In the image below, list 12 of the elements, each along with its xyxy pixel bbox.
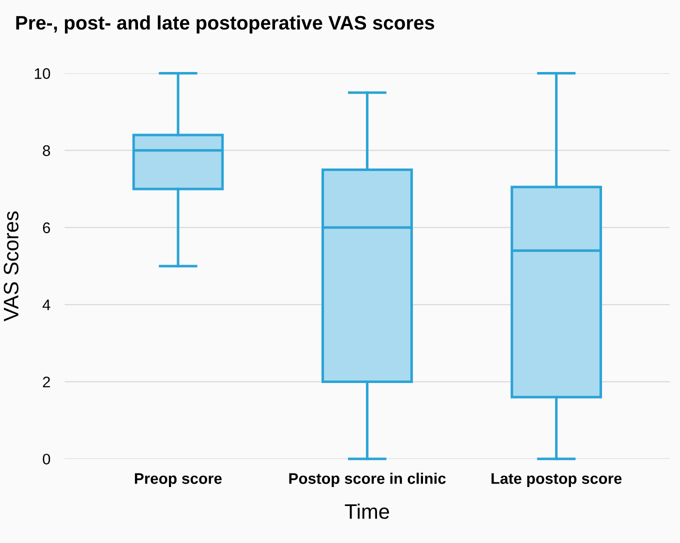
x-axis-title: Time — [344, 504, 390, 519]
y-tick-label: 2 — [42, 376, 50, 388]
y-tick-label: 4 — [42, 300, 50, 310]
x-tick-label: Preop score — [134, 473, 222, 487]
y-tick-label: 6 — [42, 222, 50, 234]
y-axis-title: VAS Scores — [4, 211, 18, 322]
chart-title: Pre-, post- and late postoperative VAS scores — [16, 15, 434, 34]
y-tick-label: 8 — [42, 145, 50, 156]
x-tick-label: Postop score in clinic — [289, 472, 446, 487]
y-tick-label: 0 — [42, 454, 50, 465]
x-tick-label: Late postop score — [492, 473, 622, 487]
y-tick-label: 10 — [34, 68, 50, 79]
